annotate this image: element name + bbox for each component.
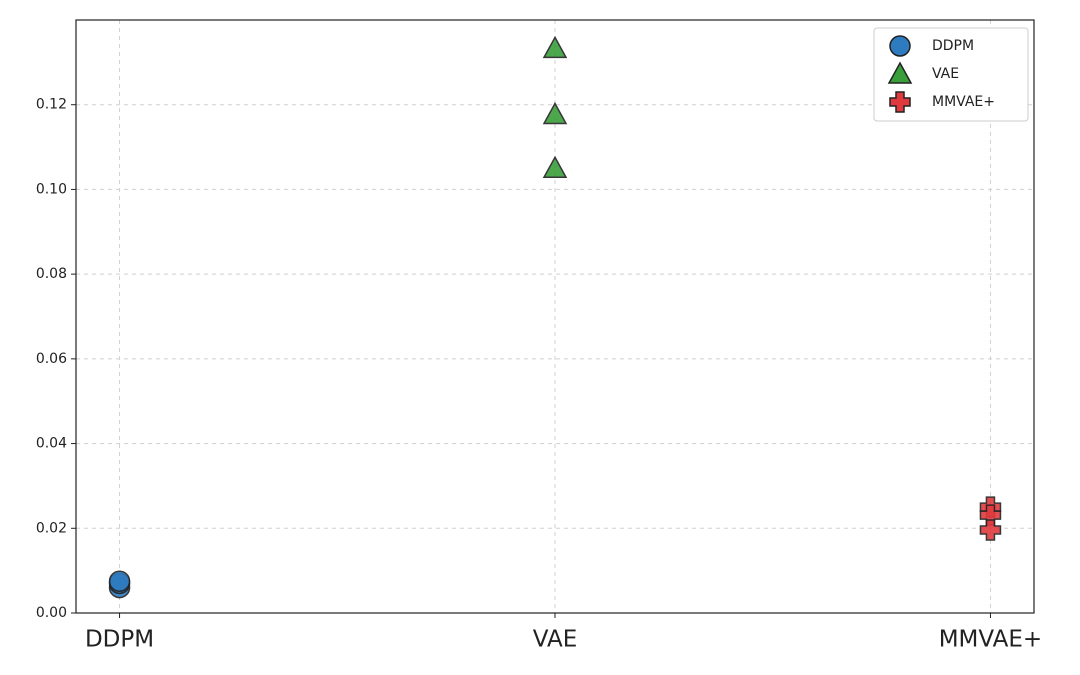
y-tick-label: 0.08 xyxy=(36,266,67,282)
point xyxy=(979,519,1002,541)
point xyxy=(889,35,911,57)
point xyxy=(887,61,913,84)
legend-label: VAE xyxy=(932,66,959,82)
point xyxy=(889,91,911,113)
y-tick-label: 0.02 xyxy=(36,520,67,536)
x-tick-label: VAE xyxy=(533,627,578,653)
y-tick-label: 0.04 xyxy=(36,436,67,452)
x-tick-label: MMVAE+ xyxy=(939,627,1043,653)
y-tick-label: 0.06 xyxy=(36,351,67,367)
y-tick-label: 0.12 xyxy=(36,97,67,113)
legend-label: DDPM xyxy=(932,38,974,54)
point xyxy=(542,155,568,178)
y-tick-label: 0.10 xyxy=(36,181,67,197)
legend-label: MMVAE+ xyxy=(932,94,995,110)
x-tick-label: DDPM xyxy=(85,627,154,653)
axes-frame xyxy=(75,19,1035,614)
point xyxy=(542,101,568,125)
y-tick-label: 0.00 xyxy=(36,605,67,621)
legend-box xyxy=(873,27,1029,122)
point xyxy=(108,570,131,592)
point xyxy=(542,35,568,59)
